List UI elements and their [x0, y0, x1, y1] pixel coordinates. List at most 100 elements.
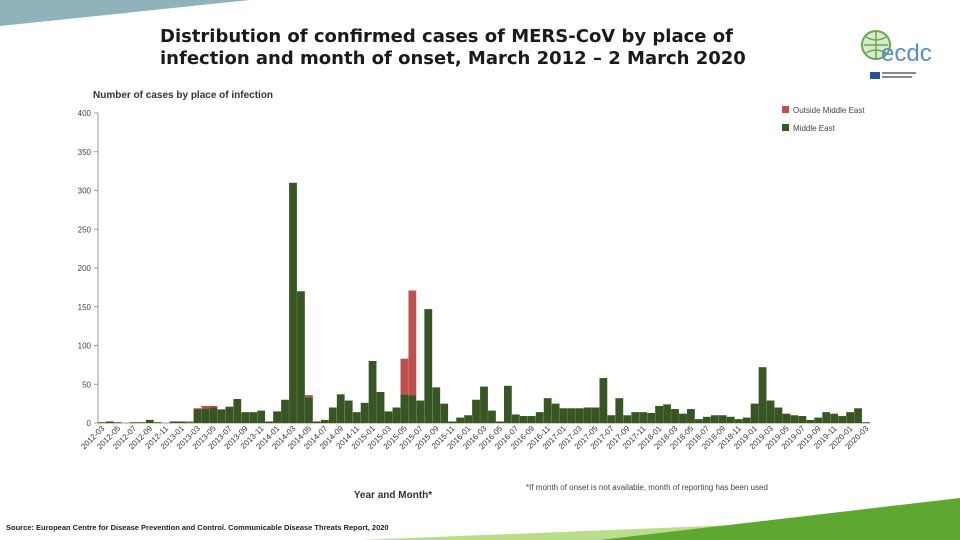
y-axis-title: Number of cases by place of infection	[93, 90, 273, 101]
bar-outside-middle-east	[408, 290, 417, 396]
bar-middle-east	[217, 409, 226, 423]
y-tick-label: 150	[78, 303, 92, 312]
bar-middle-east	[551, 403, 560, 423]
bar-middle-east	[742, 417, 751, 423]
title-line-2: infection and month of onset, March 2012…	[160, 48, 746, 69]
bar-middle-east	[416, 400, 425, 423]
bar-middle-east	[177, 421, 186, 423]
bar-middle-east	[543, 398, 552, 423]
bar-middle-east	[305, 397, 313, 423]
bar-middle-east	[98, 422, 106, 423]
bar-middle-east	[424, 309, 433, 423]
bar-middle-east	[129, 422, 138, 423]
bar-middle-east	[137, 422, 146, 423]
chart-footnote: *If month of onset is not available, mon…	[526, 483, 768, 492]
bar-middle-east	[559, 408, 568, 423]
bar-middle-east	[448, 421, 457, 423]
bar-middle-east	[766, 400, 775, 423]
bar-middle-east	[193, 409, 202, 423]
bar-outside-middle-east	[305, 395, 313, 398]
bar-middle-east	[647, 412, 656, 423]
bar-middle-east	[368, 361, 377, 423]
bar-middle-east	[384, 411, 393, 423]
legend-swatch-middle-east	[782, 124, 789, 131]
bar-middle-east	[838, 416, 847, 423]
bar-middle-east	[456, 417, 465, 423]
bar-middle-east	[297, 291, 305, 423]
bar-middle-east	[567, 408, 576, 423]
bar-middle-east	[511, 414, 520, 423]
bar-middle-east	[312, 421, 321, 423]
bar-middle-east	[106, 421, 114, 423]
bar-middle-east	[758, 367, 767, 423]
bar-middle-east	[702, 416, 711, 423]
bar-middle-east	[687, 409, 695, 423]
bar-middle-east	[432, 387, 441, 423]
bar-middle-east	[734, 419, 743, 423]
bar-middle-east	[480, 386, 488, 423]
bar-middle-east	[464, 415, 472, 423]
bar-middle-east	[615, 398, 624, 423]
bar-middle-east	[639, 412, 648, 423]
bar-middle-east	[265, 421, 274, 423]
bar-middle-east	[671, 409, 679, 423]
y-tick-label: 400	[78, 109, 92, 118]
top-left-banner	[0, 0, 250, 26]
bar-middle-east	[145, 419, 154, 423]
y-tick-label: 200	[78, 264, 92, 273]
bar-middle-east	[289, 182, 297, 423]
bar-middle-east	[814, 417, 823, 423]
bar-middle-east	[822, 412, 831, 423]
bar-middle-east	[782, 413, 791, 423]
bar-middle-east	[790, 415, 799, 423]
bar-outside-middle-east	[201, 405, 210, 409]
y-tick-label: 100	[78, 342, 92, 351]
bar-outside-middle-east	[193, 408, 202, 410]
bar-outside-middle-east	[209, 405, 218, 408]
y-tick-label: 300	[78, 187, 92, 196]
bar-middle-east	[663, 404, 671, 423]
bar-middle-east	[113, 422, 122, 423]
bar-middle-east	[710, 415, 719, 423]
legend-swatch-outside-middle-east	[782, 106, 789, 113]
bar-middle-east	[344, 400, 353, 423]
bar-middle-east	[488, 410, 496, 423]
title-line-1: Distribution of confirmed cases of MERS-…	[160, 26, 733, 47]
bar-middle-east	[281, 399, 289, 423]
bar-middle-east	[241, 412, 250, 423]
bar-middle-east	[440, 403, 449, 423]
bar-middle-east	[679, 413, 687, 423]
bar-middle-east	[607, 415, 616, 423]
bar-middle-east	[376, 392, 385, 423]
bar-middle-east	[225, 406, 234, 423]
legend-label-outside-middle-east: Outside Middle East	[793, 106, 865, 115]
bar-middle-east	[408, 395, 417, 423]
bar-middle-east	[273, 411, 281, 423]
bar-middle-east	[575, 408, 584, 423]
bar-middle-east	[854, 408, 862, 423]
bar-middle-east	[496, 421, 504, 423]
logo-text: ecdc	[881, 40, 932, 67]
bar-middle-east	[798, 416, 807, 423]
bar-middle-east	[352, 412, 361, 423]
y-tick-label: 250	[78, 225, 92, 234]
bar-middle-east	[599, 378, 608, 423]
bar-middle-east	[153, 422, 162, 423]
bar-middle-east	[503, 385, 512, 423]
x-axis-title: Year and Month*	[354, 490, 432, 501]
slide-title: Distribution of confirmed cases of MERS-…	[160, 26, 780, 70]
bar-middle-east	[201, 408, 210, 423]
bar-middle-east	[320, 419, 329, 423]
bar-middle-east	[392, 407, 401, 423]
bar-middle-east	[185, 422, 194, 423]
bar-middle-east	[400, 394, 409, 423]
bar-middle-east	[233, 398, 242, 423]
bar-middle-east	[583, 407, 592, 423]
bar-middle-east	[527, 416, 536, 423]
mers-cases-chart: Number of cases by place of infection 0 50…	[78, 90, 871, 501]
bar-middle-east	[472, 399, 480, 423]
bar-middle-east	[846, 412, 855, 423]
bar-outside-middle-east	[185, 421, 194, 423]
bar-middle-east	[249, 412, 258, 423]
bar-middle-east	[360, 402, 369, 423]
